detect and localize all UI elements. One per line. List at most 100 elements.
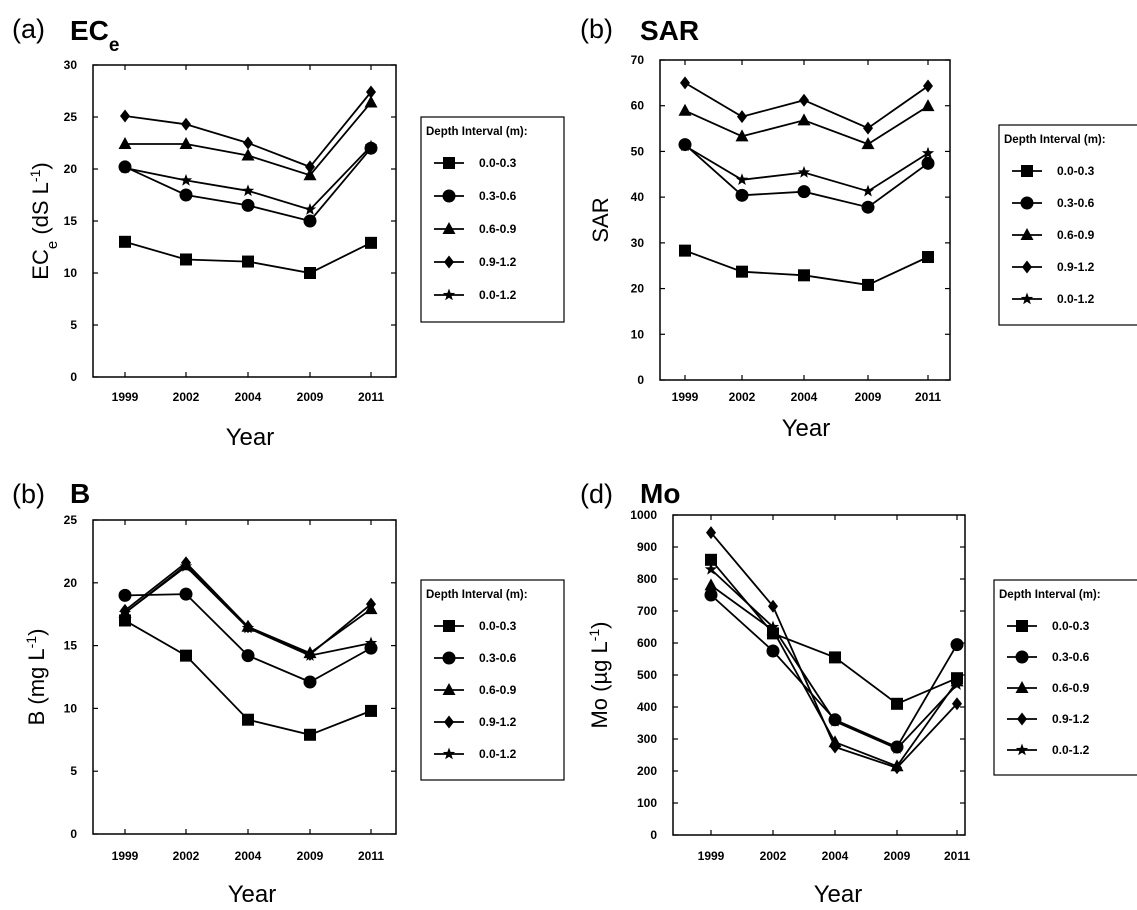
ec-title: ECe xyxy=(70,15,119,56)
b-legend-item: 0.9-1.2 xyxy=(434,715,517,729)
ec-xtick-label: 2009 xyxy=(297,390,324,404)
mo-legend-item: 0.0-0.3 xyxy=(1007,619,1090,633)
sar-data-point xyxy=(797,165,811,178)
b-series-0.3-0.6 xyxy=(118,587,378,689)
b-xtick-label: 2009 xyxy=(297,849,324,863)
sar-xtick-label: 2002 xyxy=(729,390,756,404)
b-legend-label: 0.0-0.3 xyxy=(479,619,517,633)
b-legend-marker xyxy=(442,683,456,695)
b-data-point xyxy=(303,649,317,661)
ec-legend: Depth Interval (m): 0.0-0.3 0.3-0.6 0.6-0.9… xyxy=(420,116,565,323)
ec-data-point xyxy=(303,214,317,228)
sar-data-point xyxy=(861,137,875,150)
ec-ytick-label: 0 xyxy=(70,370,77,384)
b-data-point xyxy=(118,588,132,602)
b-legend-label: 0.3-0.6 xyxy=(479,651,517,665)
mo-legend-item: 0.6-0.9 xyxy=(1007,681,1090,695)
ec-ytick-label: 20 xyxy=(64,162,78,176)
ec-data-point xyxy=(120,109,130,123)
b-plot-frame xyxy=(92,519,397,835)
ec-ytick-label: 10 xyxy=(64,266,78,280)
mo-legend-marker xyxy=(1017,712,1027,726)
b-legend-item: 0.3-0.6 xyxy=(434,651,517,665)
sar-data-point xyxy=(923,79,933,93)
mo-legend-marker xyxy=(1016,620,1028,632)
b-legend-label: 0.9-1.2 xyxy=(479,715,517,729)
sar-data-point xyxy=(678,103,692,116)
ec-data-point xyxy=(241,184,255,197)
sar-data-point xyxy=(797,185,811,199)
ec-data-point xyxy=(305,160,315,174)
ec-legend-label: 0.0-1.2 xyxy=(479,288,517,302)
sar-ytick-label: 10 xyxy=(631,327,645,341)
b-data-point xyxy=(241,649,255,663)
mo-legend-item: 0.9-1.2 xyxy=(1007,712,1090,726)
sar-legend-item: 0.6-0.9 xyxy=(1012,228,1095,242)
ec-legend-label: 0.0-0.3 xyxy=(479,156,517,170)
sar-legend-item: 0.9-1.2 xyxy=(1012,260,1095,274)
ec-legend-item: 0.6-0.9 xyxy=(434,222,517,236)
ec-legend-marker xyxy=(442,189,456,203)
mo-legend-title: Depth Interval (m): xyxy=(999,589,1101,601)
mo-data-point xyxy=(952,697,962,711)
mo-data-point xyxy=(892,761,902,775)
sar-legend-item: 0.0-0.3 xyxy=(1012,164,1095,178)
mo-legend-box xyxy=(993,579,1137,776)
sar-legend-label: 0.0-0.3 xyxy=(1057,164,1095,178)
sar-series-0.9-1.2 xyxy=(680,76,933,135)
sar-data-point xyxy=(737,110,747,124)
ec-ytick-label: 15 xyxy=(64,214,78,228)
sar-legend-marker xyxy=(1022,260,1032,274)
sar-legend-title: Depth Interval (m): xyxy=(1004,134,1106,146)
b-chart: (b) B 0 5 10 15 20 25 1999 2002 2004 2009 2011 Year B … xyxy=(12,478,565,908)
ec-legend-label: 0.9-1.2 xyxy=(479,255,517,269)
b-legend-marker xyxy=(444,715,454,729)
mo-ytick-label: 800 xyxy=(637,572,657,586)
b-data-point xyxy=(366,597,376,611)
ec-data-point xyxy=(179,137,193,150)
sar-data-point xyxy=(921,99,935,112)
mo-data-point xyxy=(705,553,717,566)
sar-data-point xyxy=(797,113,811,126)
ec-series-0.3-0.6 xyxy=(118,141,378,228)
ec-data-point xyxy=(303,203,317,215)
ec-legend-box xyxy=(420,116,565,323)
ec-data-point xyxy=(180,253,192,266)
mo-chart: (d) Mo 0 100 200 300 400 500 600 700 800 900 1000 199… xyxy=(580,478,1137,908)
ec-data-point xyxy=(366,85,376,99)
sar-legend-marker xyxy=(1020,228,1034,240)
ec-legend-item: 0.9-1.2 xyxy=(434,255,517,269)
b-data-point xyxy=(364,641,378,655)
ec-legend-marker xyxy=(442,288,456,301)
mo-title: Mo xyxy=(640,478,680,509)
mo-legend-marker xyxy=(1015,743,1029,756)
ec-data-point xyxy=(304,267,316,279)
mo-series-0.0-1.2 xyxy=(704,562,964,754)
b-legend-item: 0.6-0.9 xyxy=(434,683,517,697)
mo-legend-marker xyxy=(1015,681,1029,693)
sar-title: SAR xyxy=(640,15,699,46)
mo-data-point xyxy=(766,644,780,658)
b-data-point xyxy=(242,713,254,726)
ec-data-point xyxy=(243,136,253,150)
b-legend-title: Depth Interval (m): xyxy=(426,589,528,601)
sar-chart: (b) SAR 0 10 20 30 40 50 60 70 1999 2002 2004 2009 201… xyxy=(580,14,1137,442)
b-legend-label: 0.0-1.2 xyxy=(479,747,517,761)
b-legend-marker xyxy=(442,747,456,760)
b-panel-label: (b) xyxy=(12,479,45,509)
mo-plot-frame xyxy=(672,514,966,836)
sar-data-point xyxy=(735,188,749,202)
mo-series-0.9-1.2 xyxy=(706,526,962,775)
b-y-axis-label: B (mg L-1) xyxy=(23,629,49,726)
ec-legend-item: 0.3-0.6 xyxy=(434,189,517,203)
b-legend-item: 0.0-0.3 xyxy=(434,619,517,633)
mo-ytick-label: 500 xyxy=(637,668,657,682)
ec-data-point xyxy=(241,198,255,212)
sar-data-point xyxy=(735,173,749,186)
mo-legend-marker xyxy=(1015,650,1029,664)
b-data-point xyxy=(241,621,255,634)
b-legend: Depth Interval (m): 0.0-0.3 0.3-0.6 0.6-0.9… xyxy=(420,579,565,781)
sar-x-axis-label: Year xyxy=(782,415,831,442)
mo-legend-label: 0.3-0.6 xyxy=(1052,650,1090,664)
mo-data-point xyxy=(890,742,904,754)
